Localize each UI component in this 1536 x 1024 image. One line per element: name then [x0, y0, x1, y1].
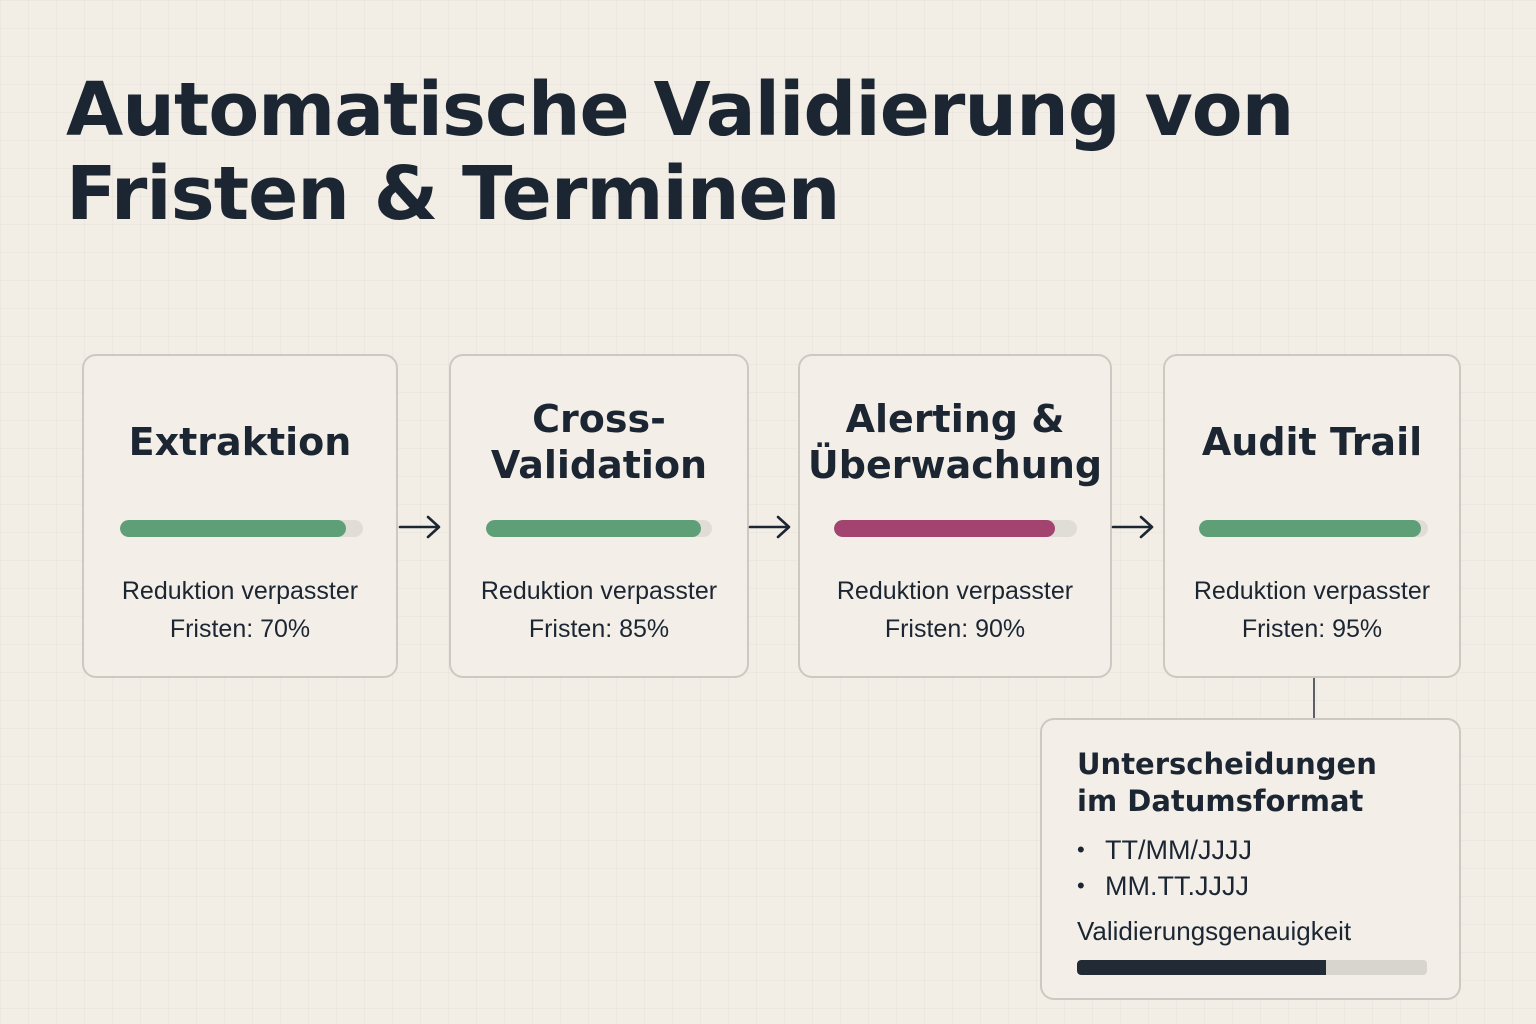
date-format-text: MM.TT.JJJJ: [1105, 871, 1249, 901]
connector-line: [1313, 678, 1315, 719]
stage-description: Reduktion verpasster Fristen: 90%: [800, 572, 1110, 648]
stage-title: Cross- Validation: [490, 397, 708, 487]
stage-description-line-2: Fristen: 95%: [1241, 615, 1383, 643]
detail-title-line-1: Unterscheidungen: [1077, 747, 1377, 781]
stage-progress-fill: [486, 520, 701, 537]
stage-progress-fill: [120, 520, 346, 537]
stage-card-cross-validation: Cross- Validation Reduktion verpasster F…: [449, 354, 749, 678]
stage-title: Extraktion: [128, 420, 352, 464]
stage-progress-track: [834, 520, 1077, 537]
date-format-list: • TT/MM/JJJJ • MM.TT.JJJJ: [1077, 832, 1252, 904]
stage-card-extraktion: Extraktion Reduktion verpasster Fristen:…: [82, 354, 398, 678]
page-title-line-2: Fristen & Terminen: [66, 151, 840, 237]
flow-arrow-icon: [748, 515, 791, 539]
stage-description-line-1: Reduktion verpasster: [1193, 577, 1431, 605]
flow-arrow-icon: [398, 515, 441, 539]
stage-card-audit-trail: Audit Trail Reduktion verpasster Fristen…: [1163, 354, 1461, 678]
stage-progress-fill: [1199, 520, 1422, 537]
flow-arrow-icon: [1111, 515, 1154, 539]
date-format-text: TT/MM/JJJJ: [1105, 835, 1252, 865]
list-item: • TT/MM/JJJJ: [1077, 832, 1252, 868]
bullet-icon: •: [1077, 873, 1085, 898]
stage-progress-track: [486, 520, 712, 537]
stage-description-line-2: Fristen: 70%: [169, 615, 311, 643]
stage-progress-track: [1199, 520, 1428, 537]
list-item: • MM.TT.JJJJ: [1077, 868, 1252, 904]
stage-description-line-1: Reduktion verpasster: [836, 577, 1074, 605]
bullet-icon: •: [1077, 837, 1085, 862]
accuracy-progress-fill: [1077, 960, 1326, 975]
stage-title: Audit Trail: [1201, 420, 1423, 464]
detail-title-line-2: im Datumsformat: [1077, 784, 1364, 818]
page-title-line-1: Automatische Validierung von: [66, 67, 1294, 153]
stage-progress-fill: [834, 520, 1056, 537]
stage-title: Alerting & Überwachung: [807, 397, 1103, 487]
date-format-detail-card: Unterscheidungen im Datumsformat • TT/MM…: [1040, 718, 1461, 1000]
accuracy-progress-track: [1077, 960, 1427, 975]
stage-progress-track: [120, 520, 363, 537]
stage-description: Reduktion verpasster Fristen: 95%: [1165, 572, 1459, 648]
stage-description-line-2: Fristen: 85%: [528, 615, 670, 643]
stage-card-alerting: Alerting & Überwachung Reduktion verpass…: [798, 354, 1112, 678]
stage-description: Reduktion verpasster Fristen: 70%: [84, 572, 396, 648]
accuracy-label: Validierungsgenauigkeit: [1077, 916, 1352, 946]
stage-description-line-2: Fristen: 90%: [884, 615, 1026, 643]
stage-description-line-1: Reduktion verpasster: [480, 577, 718, 605]
page-title: Automatische Validierung von Fristen & T…: [66, 67, 1294, 237]
stage-description-line-1: Reduktion verpasster: [121, 577, 359, 605]
stage-description: Reduktion verpasster Fristen: 85%: [451, 572, 747, 648]
detail-title: Unterscheidungen im Datumsformat: [1077, 746, 1377, 820]
